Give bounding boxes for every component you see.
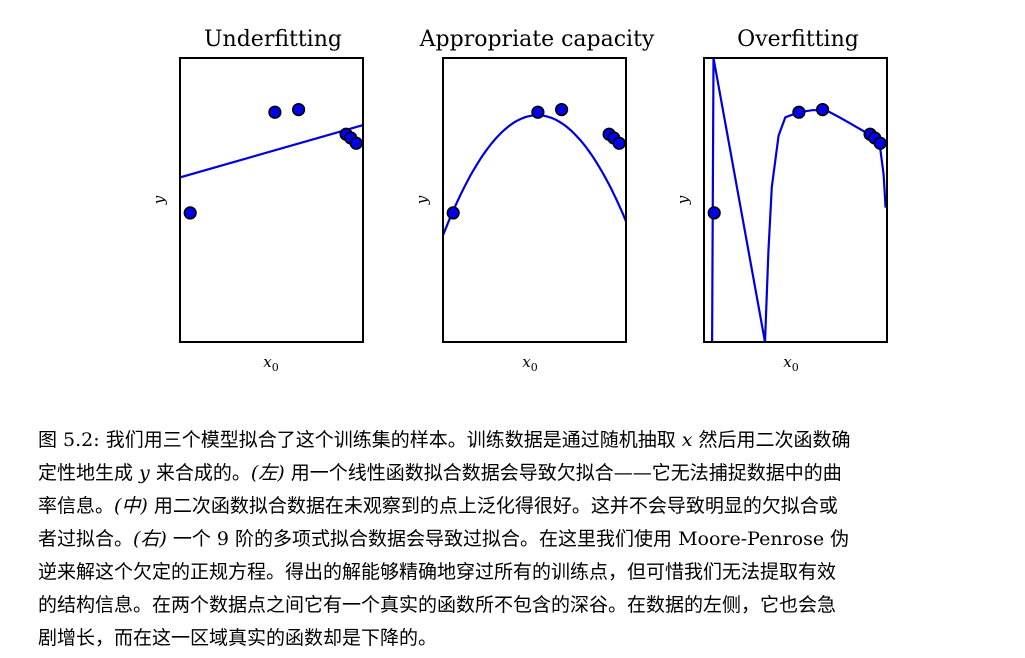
data-point <box>268 105 282 119</box>
data-point <box>446 206 460 220</box>
plot-frame <box>703 57 888 343</box>
data-point <box>612 136 626 150</box>
caption-line: 者过拟合。(右) 一个 9 阶的多项式拟合数据会导致过拟合。在这里我们使用 Mo… <box>38 528 850 550</box>
caption-italic: (中) <box>114 495 148 517</box>
panel-underfitting: Underfitting y x0 <box>150 27 364 374</box>
panel-appropriate-capacity: Appropriate capacity y x0 <box>413 27 655 374</box>
caption-line: 的结构信息。在两个数据点之间它有一个真实的函数所不包含的深谷。在数据的左侧，它也… <box>38 594 837 616</box>
y-axis-label: y <box>674 195 692 205</box>
data-point <box>815 102 830 117</box>
panel-overfitting: Overfitting y x0 <box>674 27 888 374</box>
data-point <box>183 206 197 220</box>
x-axis-label: x0 <box>783 353 798 374</box>
plot-frame <box>179 57 364 343</box>
plot-frame <box>442 57 627 343</box>
caption-line: 定性地生成 y 来合成的。(左) 用一个线性函数拟合数据会导致欠拟合——它无法捕… <box>38 462 842 484</box>
data-point <box>873 136 887 150</box>
caption-italic: y <box>139 462 150 484</box>
y-axis-label: y <box>150 195 168 205</box>
caption-italic: (左) <box>250 462 285 484</box>
data-point <box>292 102 306 117</box>
caption-italic: x <box>681 429 693 451</box>
fit-curve <box>711 58 887 342</box>
x-axis-label: x0 <box>522 353 537 374</box>
fit-curve <box>180 124 363 179</box>
data-point <box>531 105 545 119</box>
caption-line: 率信息。(中) 用二次函数拟合数据在未观察到的点上泛化得很好。这并不会导致明显的… <box>38 495 838 517</box>
figure-panels: Underfitting y x0 Appropriate capacity y… <box>150 27 888 374</box>
panel-title: Appropriate capacity <box>419 27 655 52</box>
panel-title: Overfitting <box>737 27 859 52</box>
fit-curve <box>443 114 626 236</box>
x-axis-label: x0 <box>263 353 278 374</box>
figure-caption: 图 5.2: 我们用三个模型拟合了这个训练集的样本。训练数据是通过随机抽取 x … <box>38 424 1000 655</box>
caption-line: 剧增长，而在这一区域真实的函数却是下降的。 <box>38 627 438 649</box>
data-point <box>554 102 569 117</box>
panel-title: Underfitting <box>204 27 342 52</box>
y-axis-label: y <box>413 195 431 205</box>
caption-line: 图 5.2: 我们用三个模型拟合了这个训练集的样本。训练数据是通过随机抽取 x … <box>38 429 851 451</box>
data-point <box>707 206 721 220</box>
data-point <box>792 105 806 119</box>
data-point <box>349 136 363 150</box>
caption-italic: (右) <box>133 528 167 550</box>
caption-line: 逆来解这个欠定的正规方程。得出的解能够精确地穿过所有的训练点，但可惜我们无法提取… <box>38 561 837 583</box>
